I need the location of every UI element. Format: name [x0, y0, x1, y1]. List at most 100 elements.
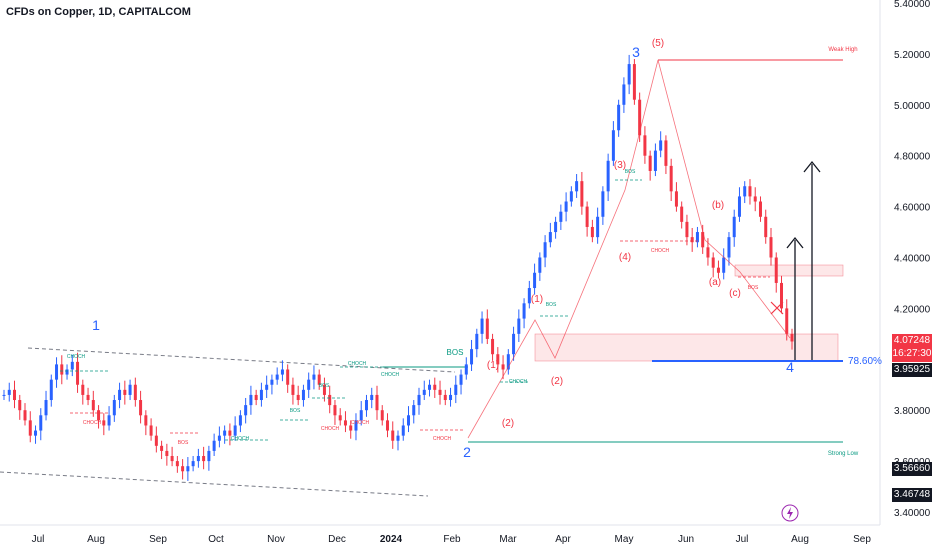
- candle-body: [722, 257, 726, 273]
- candle-body: [154, 435, 158, 446]
- y-tick-label: 4.60000: [894, 203, 931, 214]
- y-tick-label: 4.40000: [894, 254, 931, 265]
- candle-body: [690, 237, 694, 243]
- candle-body: [391, 430, 395, 441]
- candle-body: [659, 140, 663, 151]
- sub-1b-label: (1): [487, 360, 499, 371]
- candle-body: [648, 155, 652, 171]
- chart-title: CFDs on Copper, 1D, CAPITALCOM: [6, 6, 191, 18]
- candle-body: [186, 466, 190, 472]
- sub-4-label: (4): [619, 252, 631, 263]
- current-price: 4.07248: [893, 335, 931, 346]
- candle-body: [501, 364, 505, 370]
- candle-body: [638, 99, 642, 136]
- structure-label: CHOCH: [348, 361, 367, 367]
- structure-label: CHOCH: [351, 420, 370, 426]
- candle-body: [175, 461, 179, 467]
- candle-body: [265, 384, 269, 390]
- candle-body: [322, 384, 326, 395]
- candle-body: [128, 384, 132, 395]
- candle-body: [259, 389, 263, 401]
- candle-body: [291, 384, 295, 395]
- candle-body: [191, 461, 195, 467]
- candle-body: [328, 394, 332, 406]
- candle-body: [480, 318, 484, 334]
- candle-body: [459, 374, 463, 385]
- candle-body: [107, 415, 111, 426]
- candle-body: [102, 420, 106, 426]
- candle-body: [585, 206, 589, 227]
- candle-body: [270, 379, 274, 385]
- bos-label: BOS: [447, 348, 464, 357]
- candle-body: [370, 394, 374, 401]
- sub-b-label: (b): [712, 200, 724, 211]
- x-mark: [770, 301, 784, 315]
- candle-body: [727, 237, 731, 258]
- candle-body: [512, 333, 516, 355]
- sub-a-label: (a): [709, 277, 721, 288]
- candle-body: [217, 435, 221, 441]
- candle-body: [669, 165, 673, 192]
- candle-body: [13, 389, 17, 401]
- demand-zone: [534, 333, 839, 362]
- candle-body: [364, 400, 368, 411]
- weak-high-label: Weak High: [828, 47, 857, 53]
- structure-label: CHOCH: [321, 426, 340, 432]
- candle-body: [454, 384, 458, 395]
- candle-body: [580, 181, 584, 207]
- candle-body: [343, 420, 347, 426]
- wave-2-label: 2: [463, 444, 471, 460]
- x-tick-label: May: [615, 534, 634, 545]
- candle-body: [685, 221, 689, 238]
- y-tick-label: 5.00000: [894, 101, 931, 112]
- candle-body: [790, 333, 794, 342]
- y-tick-label: 5.40000: [894, 0, 931, 10]
- candle-body: [475, 333, 479, 350]
- sub-1-label: (1): [531, 294, 543, 305]
- countdown: 16:27:30: [892, 348, 932, 359]
- candle-body: [301, 389, 305, 401]
- sub-5-label: (5): [652, 38, 664, 49]
- candle-body: [39, 415, 43, 431]
- candle-body: [149, 425, 153, 436]
- structure-label: BOS: [178, 440, 189, 446]
- low-price-tag: 3.46748: [892, 488, 932, 502]
- arrow-head-2: [803, 160, 821, 173]
- x-tick-label: Nov: [267, 534, 285, 545]
- candle-body: [233, 425, 237, 436]
- candle-body: [653, 150, 657, 171]
- candle-body: [359, 410, 363, 421]
- structure-label: CHOCH: [433, 436, 452, 442]
- sub-3-label: (3): [614, 160, 626, 171]
- candle-body: [753, 196, 757, 202]
- candle-body: [286, 369, 290, 385]
- candle-body: [764, 216, 768, 238]
- candle-body: [627, 64, 631, 85]
- x-tick-label: Jun: [678, 534, 694, 545]
- candle-body: [748, 186, 752, 197]
- candle-body: [380, 410, 384, 421]
- candle-body: [170, 456, 174, 462]
- candle-body: [317, 374, 321, 385]
- candle-body: [60, 364, 64, 375]
- candle-body: [548, 232, 552, 243]
- candle-body: [249, 394, 253, 406]
- candle-body: [737, 196, 741, 217]
- x-tick-label: Mar: [499, 534, 517, 545]
- arrow-head-1: [786, 236, 804, 249]
- candle-body: [76, 361, 80, 385]
- candle-body: [196, 456, 200, 462]
- sub-2b-label: (2): [502, 418, 514, 429]
- x-tick-label: 2024: [380, 534, 403, 545]
- candle-body: [611, 130, 615, 161]
- candle-body: [238, 415, 242, 426]
- candle-body: [49, 379, 53, 401]
- candle-body: [338, 415, 342, 421]
- fib-label: 78.60%: [848, 356, 882, 367]
- candle-body: [785, 308, 789, 334]
- structure-label: CHOCH: [509, 379, 528, 385]
- candle-body: [2, 394, 6, 396]
- candle-body: [160, 445, 164, 451]
- candle-body: [207, 450, 211, 462]
